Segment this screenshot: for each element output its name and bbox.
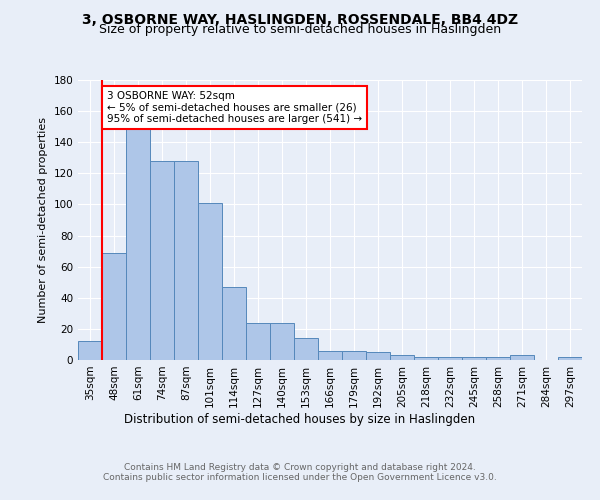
Bar <box>198 203 222 360</box>
Bar <box>222 287 246 360</box>
Bar <box>414 357 438 360</box>
Bar <box>318 350 342 360</box>
Bar <box>102 252 126 360</box>
Bar <box>270 322 294 360</box>
Bar <box>438 357 462 360</box>
Text: 3, OSBORNE WAY, HASLINGDEN, ROSSENDALE, BB4 4DZ: 3, OSBORNE WAY, HASLINGDEN, ROSSENDALE, … <box>82 12 518 26</box>
Y-axis label: Number of semi-detached properties: Number of semi-detached properties <box>38 117 48 323</box>
Bar <box>510 356 534 360</box>
Bar <box>486 357 510 360</box>
Bar <box>390 356 414 360</box>
Bar <box>78 342 102 360</box>
Bar <box>558 357 582 360</box>
Bar <box>246 322 270 360</box>
Text: 3 OSBORNE WAY: 52sqm
← 5% of semi-detached houses are smaller (26)
95% of semi-d: 3 OSBORNE WAY: 52sqm ← 5% of semi-detach… <box>107 91 362 124</box>
Text: Distribution of semi-detached houses by size in Haslingden: Distribution of semi-detached houses by … <box>124 412 476 426</box>
Bar <box>366 352 390 360</box>
Text: Contains HM Land Registry data © Crown copyright and database right 2024.
Contai: Contains HM Land Registry data © Crown c… <box>103 462 497 482</box>
Bar <box>174 161 198 360</box>
Bar <box>150 161 174 360</box>
Bar <box>294 338 318 360</box>
Bar <box>462 357 486 360</box>
Text: Size of property relative to semi-detached houses in Haslingden: Size of property relative to semi-detach… <box>99 22 501 36</box>
Bar <box>126 126 150 360</box>
Bar <box>342 350 366 360</box>
